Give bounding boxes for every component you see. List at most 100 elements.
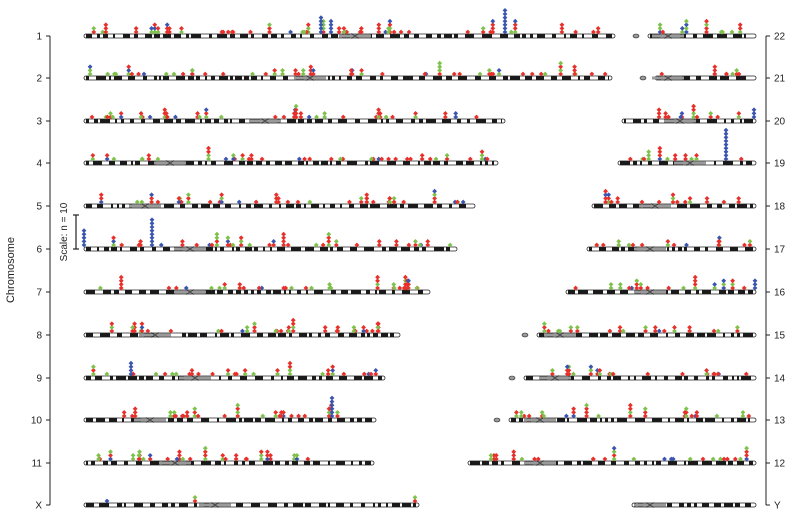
mutation-marker <box>590 456 596 462</box>
mutation-marker <box>496 68 502 73</box>
chromosome-6-band <box>97 247 99 251</box>
mutation-marker <box>550 371 555 377</box>
mutation-marker <box>656 107 662 113</box>
mutation-marker <box>538 71 544 77</box>
chromosome-4-band <box>480 161 482 165</box>
mutation-marker <box>233 453 239 458</box>
mutation-marker <box>683 410 689 415</box>
mutation-marker <box>329 399 335 404</box>
chromosome-10-band <box>244 418 253 422</box>
mutation-marker <box>296 413 301 419</box>
chromosome-6-band <box>382 247 386 251</box>
chromosome-2-band <box>188 76 194 80</box>
mutation-marker <box>149 192 154 198</box>
mutation-marker <box>328 22 334 28</box>
mutation-marker <box>558 68 564 73</box>
mutation-marker <box>379 71 385 77</box>
mutation-marker <box>638 282 644 287</box>
mutation-marker <box>132 413 138 419</box>
chromosome-9-band <box>172 376 175 380</box>
chromosome-7-centromere-notch <box>185 289 195 295</box>
mutation-marker <box>627 156 633 162</box>
mutation-marker <box>683 29 689 35</box>
mutation-marker <box>326 239 332 244</box>
mutation-marker <box>126 71 132 77</box>
mutation-marker <box>397 285 403 291</box>
mutation-marker <box>572 71 578 77</box>
mutation-marker <box>153 371 159 377</box>
chromosome-6-band <box>291 247 301 251</box>
chromosome-5-band <box>117 204 119 208</box>
mutation-marker <box>214 239 220 244</box>
mutation-marker <box>271 239 277 244</box>
mutation-marker <box>609 199 614 205</box>
chromosome-15-band <box>675 333 680 337</box>
mutation-marker <box>670 199 676 205</box>
mutation-marker <box>736 114 742 120</box>
mutation-marker <box>217 285 222 291</box>
mutation-marker <box>202 71 208 77</box>
chromosome-4-band <box>247 161 253 165</box>
mutation-marker <box>368 371 374 377</box>
mutation-marker <box>584 406 589 412</box>
mutation-marker <box>736 111 742 116</box>
chromosome-3-band <box>338 119 347 123</box>
blue-stack-chr16 <box>752 278 758 291</box>
mutation-marker <box>736 71 742 77</box>
mutation-marker <box>682 199 688 205</box>
chromosome-x-band <box>361 503 365 507</box>
chromosome-10-band <box>337 418 345 422</box>
mutation-marker <box>139 199 145 205</box>
left-axis: 1 2 3 4 5 6 7 8 9 10 11 X Chromosome <box>5 32 51 512</box>
chromosome-17-band <box>667 247 669 251</box>
mutation-marker <box>680 371 685 377</box>
chromosome-19-band <box>648 161 652 165</box>
chromosome-4-band <box>120 161 127 165</box>
chromosome-6-band <box>86 247 91 251</box>
mutation-marker <box>238 235 244 241</box>
chromosome-2-band <box>380 76 383 80</box>
chromosome-x-band <box>194 503 197 507</box>
blue-stack-chr19 <box>723 127 729 162</box>
chromosome-5 <box>83 203 476 209</box>
chromosome-11-band <box>215 461 221 465</box>
scale-bar: Scale: n = 10 <box>59 202 79 261</box>
mutation-marker <box>321 29 326 35</box>
mutation-marker <box>634 278 640 284</box>
mutation-marker <box>747 242 753 248</box>
mutation-marker <box>293 103 299 109</box>
mutation-marker <box>712 371 717 377</box>
mutation-marker <box>657 29 663 35</box>
mutation-marker <box>723 127 729 133</box>
chromosome-5-band <box>97 204 103 208</box>
mutation-marker <box>683 153 688 158</box>
mutation-marker <box>387 199 393 205</box>
mutation-marker <box>437 60 443 66</box>
chromosome-6-band <box>305 247 314 251</box>
chromosome-2-band <box>128 76 135 80</box>
mutation-marker <box>359 68 364 73</box>
chromosome-16 <box>565 289 757 295</box>
mutation-marker <box>149 231 155 237</box>
chromosome-18-markers <box>603 188 742 205</box>
chromosome-18-band <box>750 204 753 208</box>
mutation-marker <box>744 449 750 455</box>
mutation-marker <box>89 114 95 120</box>
chromosome-7-band <box>114 290 119 294</box>
chromosome-9-band <box>281 376 283 380</box>
mutation-marker <box>406 29 412 35</box>
mutation-marker <box>272 114 278 120</box>
mutation-marker <box>465 29 471 35</box>
chromosome-3-band <box>307 119 312 123</box>
chromosome-5-band <box>360 204 368 208</box>
chromosome-6-band <box>270 247 272 251</box>
chromosome-10-band <box>357 418 362 422</box>
chromosome-8-band <box>318 333 321 337</box>
chromosome-20-band <box>653 119 659 123</box>
mutation-marker <box>325 368 331 373</box>
chromosome-13-band <box>617 418 627 422</box>
mutation-marker <box>432 192 437 198</box>
chromosome-15-band <box>589 333 598 337</box>
mutation-marker <box>691 107 696 113</box>
mutation-marker <box>290 317 296 323</box>
